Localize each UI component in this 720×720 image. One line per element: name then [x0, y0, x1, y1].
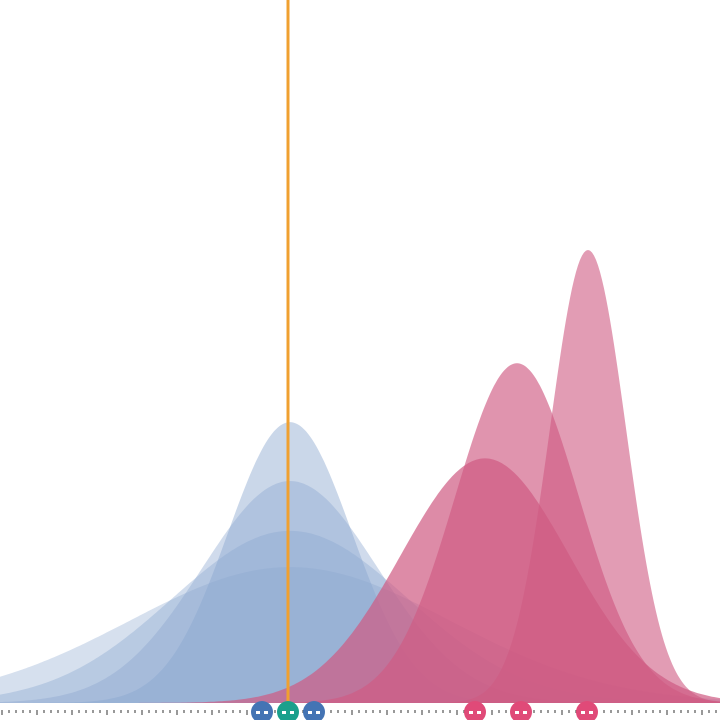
- pink-handle[interactable]: [510, 701, 532, 720]
- blue-handle[interactable]: [303, 701, 325, 720]
- handle-knob[interactable]: [277, 701, 299, 720]
- pink-density-curve-7: [0, 250, 720, 703]
- handle-grip: [477, 711, 481, 714]
- blue-density-curve-3: [0, 530, 720, 703]
- handle-knob[interactable]: [510, 701, 532, 720]
- handle-grip: [264, 711, 268, 714]
- x-axis-ticks: [1, 710, 717, 715]
- handle-grip: [515, 711, 519, 714]
- handle-grip: [523, 711, 527, 714]
- handle-grip: [256, 711, 260, 714]
- blue-density-curve-2: [0, 481, 720, 703]
- blue-handle[interactable]: [251, 701, 273, 720]
- handle-knob[interactable]: [576, 701, 598, 720]
- handle-knob[interactable]: [464, 701, 486, 720]
- blue-density-curve-1: [0, 422, 720, 703]
- handle-grip: [316, 711, 320, 714]
- handle-grip: [290, 711, 294, 714]
- handle-knob[interactable]: [251, 701, 273, 720]
- teal-handle[interactable]: [277, 701, 299, 720]
- handles-group[interactable]: [251, 701, 598, 720]
- density-curves: [0, 250, 720, 703]
- handle-grip: [282, 711, 286, 714]
- handle-grip: [581, 711, 585, 714]
- pink-handle[interactable]: [576, 701, 598, 720]
- pink-handle[interactable]: [464, 701, 486, 720]
- handle-grip: [589, 711, 593, 714]
- handle-knob[interactable]: [303, 701, 325, 720]
- handle-grip: [469, 711, 473, 714]
- handle-grip: [308, 711, 312, 714]
